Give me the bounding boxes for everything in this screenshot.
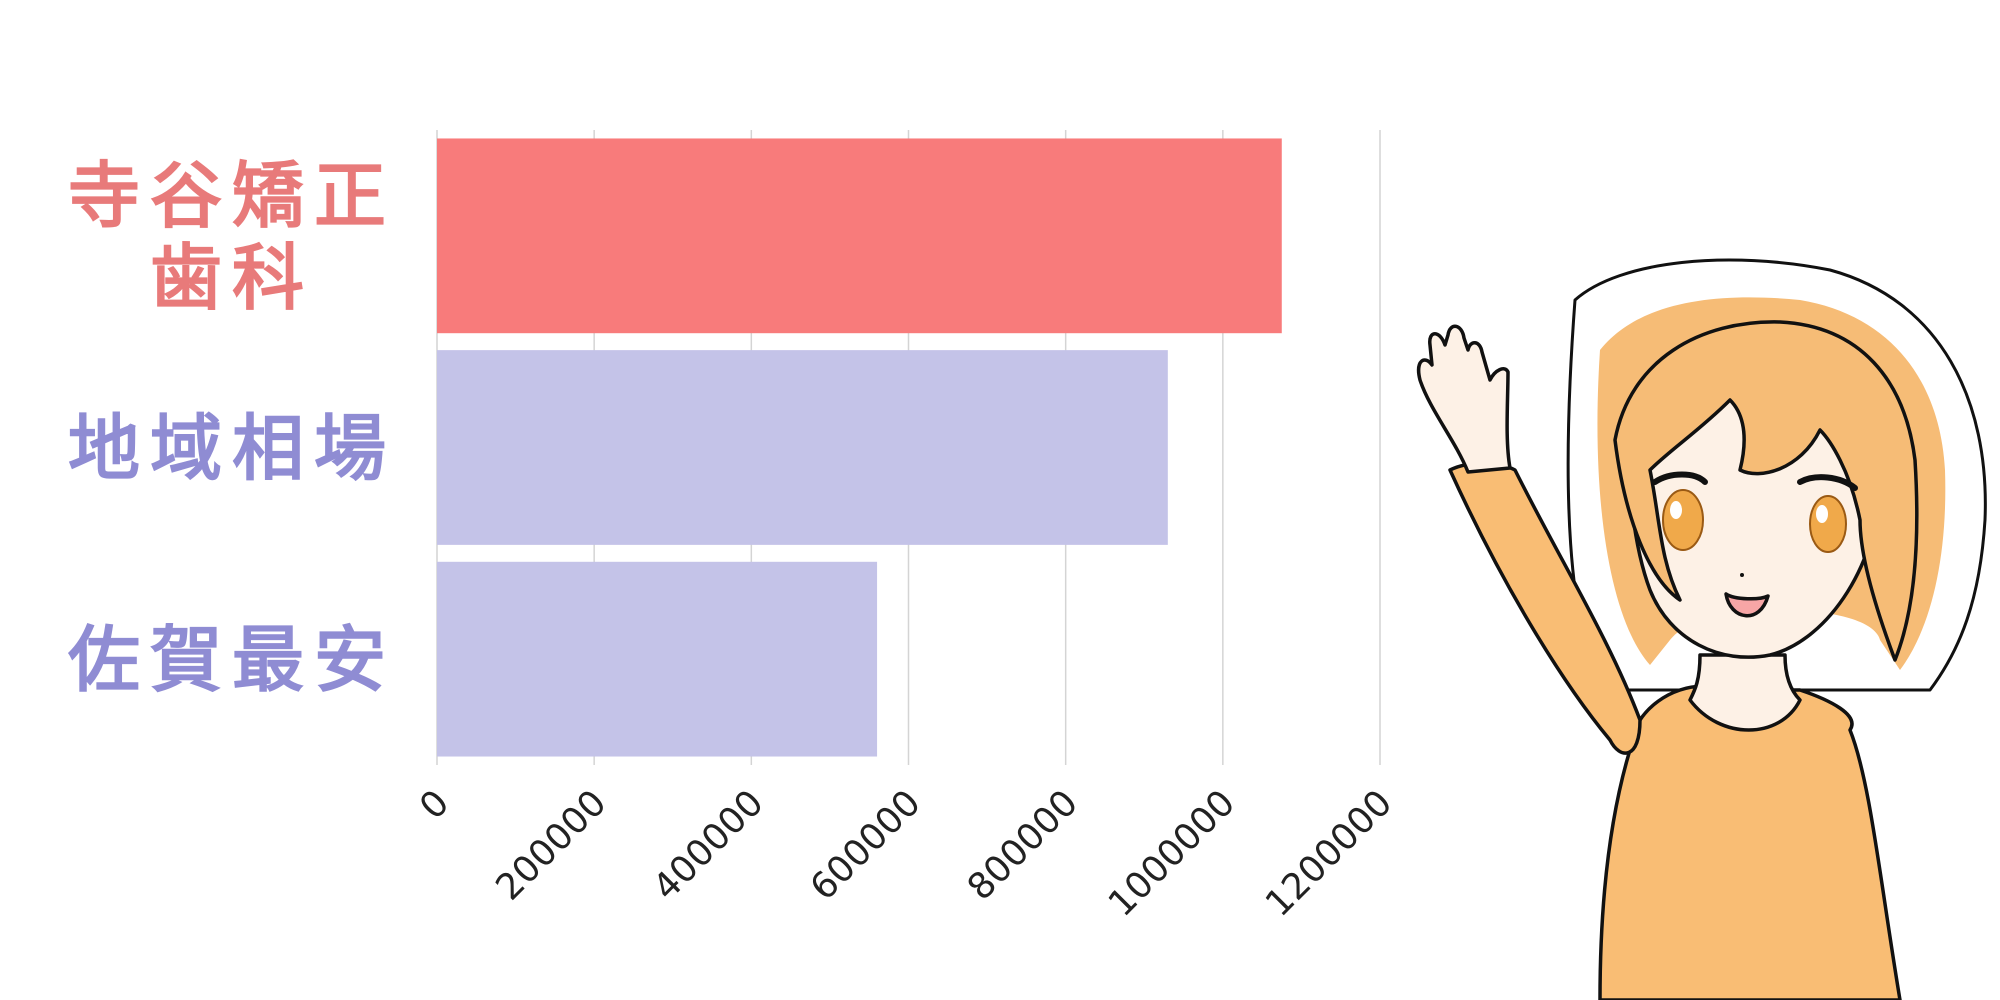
category-label-0-line-0: 寺谷矯正 bbox=[68, 154, 396, 238]
bar-2 bbox=[437, 561, 878, 757]
x-tick-label-4: 800000 bbox=[960, 782, 1086, 908]
bar-1 bbox=[437, 350, 1168, 545]
category-label-1-line-0: 地域相場 bbox=[68, 407, 396, 491]
category-label-2-line-0: 佐賀最安 bbox=[67, 618, 396, 702]
x-tick-label-2: 400000 bbox=[646, 782, 772, 908]
x-axis-tick-labels: 0 200000 400000 600000 800000 1000000 1200000 bbox=[412, 782, 1400, 924]
x-tick-label-5: 1000000 bbox=[1101, 782, 1243, 924]
x-tick-label-6: 1200000 bbox=[1258, 782, 1400, 924]
x-tick-label-3: 600000 bbox=[803, 782, 929, 908]
x-tick-label-0: 0 bbox=[412, 782, 457, 827]
category-label-0-line-1: 歯科 bbox=[150, 236, 314, 320]
waving-girl-illustration bbox=[1417, 258, 1987, 1000]
bar-0 bbox=[437, 138, 1282, 334]
x-tick-label-1: 200000 bbox=[488, 782, 614, 908]
bars bbox=[437, 138, 1282, 757]
